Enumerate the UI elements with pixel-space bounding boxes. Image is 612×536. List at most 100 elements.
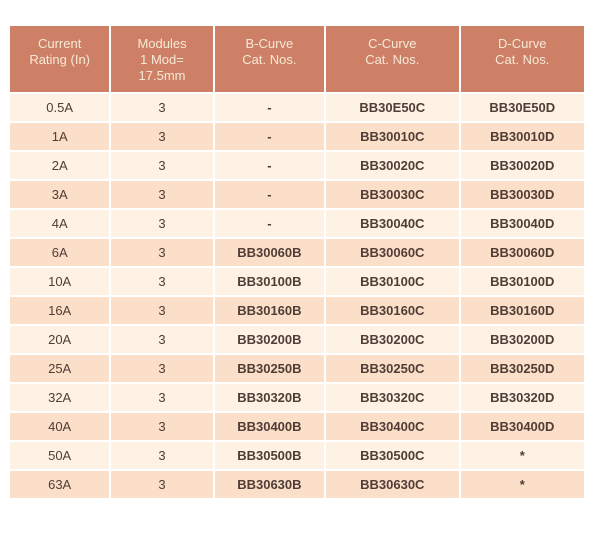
cell-b-curve: BB30320B bbox=[214, 384, 325, 411]
table-row: 4A 3- BB30040C BB30040D bbox=[10, 210, 584, 237]
table-row: 1A 3- BB30010C BB30010D bbox=[10, 123, 584, 150]
cell-c-curve: BB30010C bbox=[326, 123, 459, 150]
table-row: 10A 3 BB30100B BB30100C BB30100D bbox=[10, 268, 584, 295]
header-row: Current Rating (In) Modules 1 Mod= 17.5mm B-C… bbox=[10, 26, 584, 92]
cell-d-curve: BB30060D bbox=[460, 239, 584, 266]
table-row: 20A 3 BB30200B BB30200C BB30200D bbox=[10, 326, 584, 353]
cell-modules: 3 bbox=[111, 471, 213, 498]
cell-rating: 2A bbox=[10, 152, 110, 179]
table-row: 0.5A 3- BB30E50C BB30E50D bbox=[10, 94, 584, 121]
header-label-line: 1 Mod= bbox=[140, 52, 184, 67]
table-row: 40A 3 BB30400B BB30400C BB30400D bbox=[10, 413, 584, 440]
column-header-b-curve: B-Curve Cat. Nos. bbox=[214, 26, 325, 92]
cell-modules: 3 bbox=[111, 326, 213, 353]
cell-rating: 16A bbox=[10, 297, 110, 324]
cell-b-curve: - bbox=[214, 123, 325, 150]
cell-d-curve: BB30E50D bbox=[460, 94, 584, 121]
cell-c-curve: BB30320C bbox=[326, 384, 459, 411]
column-header-c-curve: C-Curve Cat. Nos. bbox=[326, 26, 459, 92]
column-header-d-curve: D-Curve Cat. Nos. bbox=[460, 26, 584, 92]
cell-modules: 3 bbox=[111, 239, 213, 266]
cell-modules: 3 bbox=[111, 413, 213, 440]
cell-c-curve: BB30020C bbox=[326, 152, 459, 179]
cell-c-curve: BB30400C bbox=[326, 413, 459, 440]
cell-d-curve: BB30010D bbox=[460, 123, 584, 150]
cell-d-curve: BB30030D bbox=[460, 181, 584, 208]
cell-b-curve: BB30400B bbox=[214, 413, 325, 440]
table-row: 50A 3 BB30500B BB30500C * bbox=[10, 442, 584, 469]
table-row: 16A 3 BB30160B BB30160C BB30160D bbox=[10, 297, 584, 324]
header-label-line: 17.5mm bbox=[138, 68, 186, 83]
cell-c-curve: BB30160C bbox=[326, 297, 459, 324]
cell-modules: 3 bbox=[111, 152, 213, 179]
cell-b-curve: BB30500B bbox=[214, 442, 325, 469]
table-row: 32A 3 BB30320B BB30320C BB30320D bbox=[10, 384, 584, 411]
header-label-line: Cat. Nos. bbox=[495, 52, 550, 67]
cell-modules: 3 bbox=[111, 94, 213, 121]
table-row: 3A 3- BB30030C BB30030D bbox=[10, 181, 584, 208]
table-row: 6A 3 BB30060B BB30060C BB30060D bbox=[10, 239, 584, 266]
catalog-table-container: Current Rating (In) Modules 1 Mod= 17.5mm B-C… bbox=[8, 24, 588, 500]
cell-d-curve: BB30400D bbox=[460, 413, 584, 440]
cell-modules: 3 bbox=[111, 355, 213, 382]
column-header-rating: Current Rating (In) bbox=[10, 26, 110, 92]
cell-b-curve: - bbox=[214, 210, 325, 237]
cell-d-curve: BB30250D bbox=[460, 355, 584, 382]
cell-c-curve: BB30630C bbox=[326, 471, 459, 498]
table-row: 63A 3 BB30630B BB30630C * bbox=[10, 471, 584, 498]
cell-rating: 3A bbox=[10, 181, 110, 208]
cell-rating: 40A bbox=[10, 413, 110, 440]
header-label-line: Modules bbox=[137, 36, 187, 51]
header-label-line: D-Curve bbox=[498, 36, 547, 51]
cell-rating: 20A bbox=[10, 326, 110, 353]
cell-d-curve: BB30040D bbox=[460, 210, 584, 237]
header-label-line: Cat. Nos. bbox=[242, 52, 297, 67]
cell-c-curve: BB30100C bbox=[326, 268, 459, 295]
cell-modules: 3 bbox=[111, 442, 213, 469]
cell-rating: 0.5A bbox=[10, 94, 110, 121]
cell-c-curve: BB30250C bbox=[326, 355, 459, 382]
header-label-line: Current bbox=[37, 36, 82, 51]
cell-c-curve: BB30060C bbox=[326, 239, 459, 266]
cell-rating: 10A bbox=[10, 268, 110, 295]
cell-b-curve: BB30060B bbox=[214, 239, 325, 266]
cell-c-curve: BB30200C bbox=[326, 326, 459, 353]
table-row: 25A 3 BB30250B BB30250C BB30250D bbox=[10, 355, 584, 382]
cell-b-curve: - bbox=[214, 152, 325, 179]
header-label-line: C-Curve bbox=[368, 36, 417, 51]
cell-b-curve: BB30200B bbox=[214, 326, 325, 353]
cell-modules: 3 bbox=[111, 123, 213, 150]
cell-b-curve: BB30100B bbox=[214, 268, 325, 295]
cell-d-curve: BB30020D bbox=[460, 152, 584, 179]
header-label-line: B-Curve bbox=[245, 36, 294, 51]
column-header-modules: Modules 1 Mod= 17.5mm bbox=[111, 26, 213, 92]
cell-c-curve: BB30040C bbox=[326, 210, 459, 237]
header-label-line: Rating (In) bbox=[29, 52, 91, 67]
cell-rating: 6A bbox=[10, 239, 110, 266]
catalog-table: Current Rating (In) Modules 1 Mod= 17.5mm B-C… bbox=[8, 24, 586, 500]
cell-modules: 3 bbox=[111, 210, 213, 237]
cell-rating: 4A bbox=[10, 210, 110, 237]
cell-modules: 3 bbox=[111, 297, 213, 324]
cell-modules: 3 bbox=[111, 181, 213, 208]
table-row: 2A 3- BB30020C BB30020D bbox=[10, 152, 584, 179]
cell-rating: 63A bbox=[10, 471, 110, 498]
cell-d-curve: * bbox=[460, 471, 584, 498]
header-label-line: Cat. Nos. bbox=[365, 52, 420, 67]
table-body: 0.5A 3- BB30E50C BB30E50D 1A 3- BB30010C BB3001… bbox=[10, 94, 584, 498]
cell-c-curve: BB30500C bbox=[326, 442, 459, 469]
table-header: Current Rating (In) Modules 1 Mod= 17.5mm B-C… bbox=[10, 26, 584, 92]
cell-b-curve: BB30250B bbox=[214, 355, 325, 382]
cell-b-curve: BB30160B bbox=[214, 297, 325, 324]
cell-c-curve: BB30030C bbox=[326, 181, 459, 208]
cell-b-curve: - bbox=[214, 181, 325, 208]
cell-d-curve: BB30100D bbox=[460, 268, 584, 295]
cell-d-curve: BB30200D bbox=[460, 326, 584, 353]
cell-b-curve: BB30630B bbox=[214, 471, 325, 498]
cell-d-curve: BB30320D bbox=[460, 384, 584, 411]
cell-rating: 25A bbox=[10, 355, 110, 382]
cell-modules: 3 bbox=[111, 268, 213, 295]
cell-modules: 3 bbox=[111, 384, 213, 411]
cell-b-curve: - bbox=[214, 94, 325, 121]
cell-rating: 1A bbox=[10, 123, 110, 150]
